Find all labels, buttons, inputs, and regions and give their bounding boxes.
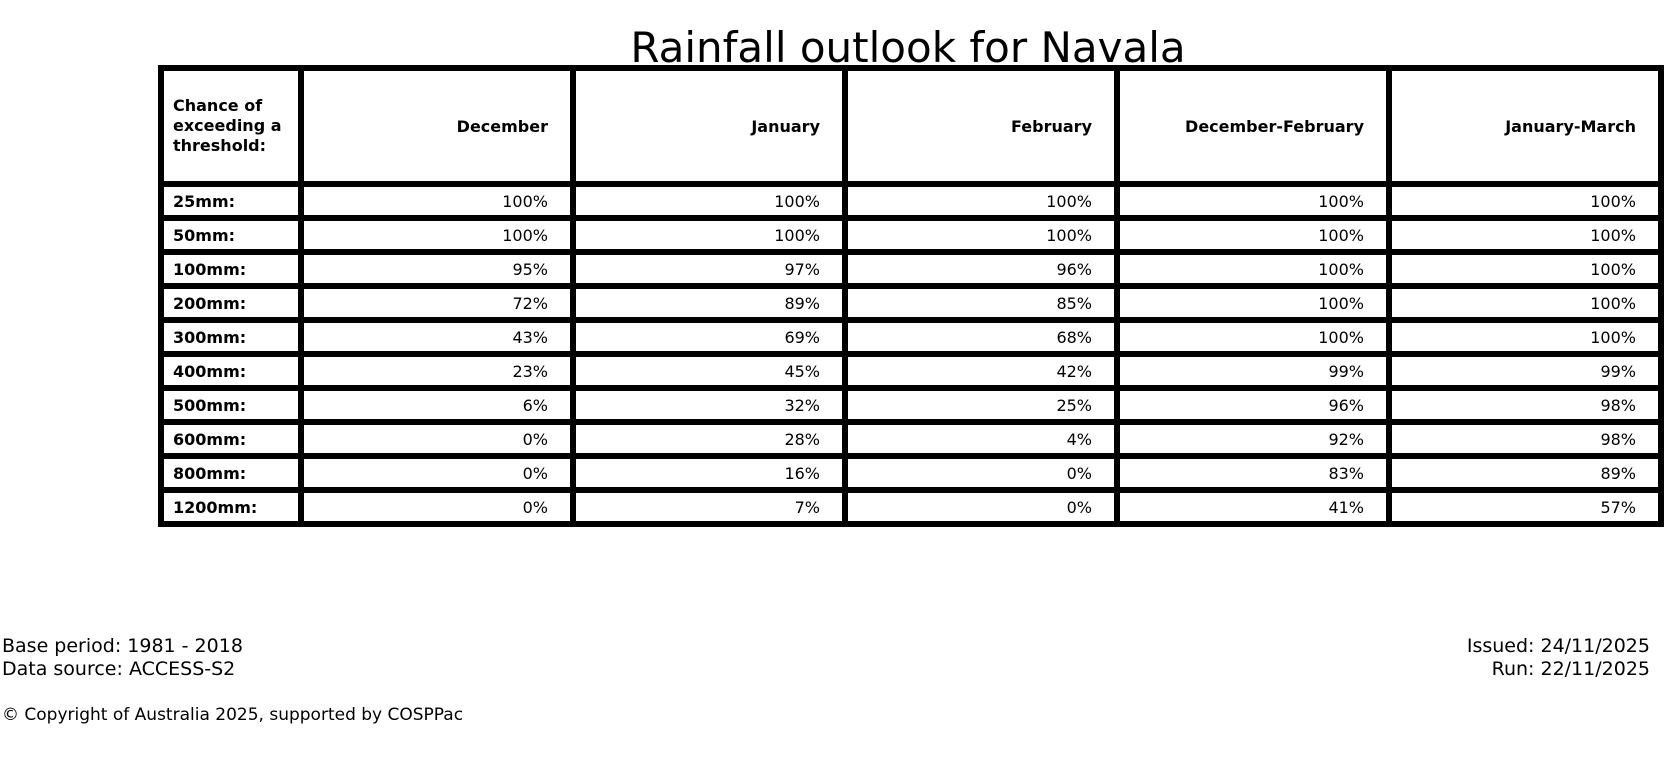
value-cell: 25% xyxy=(842,385,1120,425)
value-cell: 6% xyxy=(298,385,576,425)
value-cell: 28% xyxy=(570,419,848,459)
value-cell: 100% xyxy=(1114,283,1392,323)
table-row: 500mm: 6% 32% 25% 96% 98% xyxy=(158,385,1664,425)
row-label: 300mm: xyxy=(158,317,304,357)
value-cell: 100% xyxy=(842,181,1120,221)
value-cell: 4% xyxy=(842,419,1120,459)
value-cell: 42% xyxy=(842,351,1120,391)
value-cell: 100% xyxy=(570,181,848,221)
column-header-december: December xyxy=(298,65,576,187)
value-cell: 99% xyxy=(1386,351,1664,391)
column-header-january: January xyxy=(570,65,848,187)
value-cell: 0% xyxy=(298,487,576,527)
row-label: 25mm: xyxy=(158,181,304,221)
table-row: 600mm: 0% 28% 4% 92% 98% xyxy=(158,419,1664,459)
row-label: 800mm: xyxy=(158,453,304,493)
value-cell: 16% xyxy=(570,453,848,493)
value-cell: 0% xyxy=(842,487,1120,527)
value-cell: 43% xyxy=(298,317,576,357)
column-header-january-march: January-March xyxy=(1386,65,1664,187)
value-cell: 23% xyxy=(298,351,576,391)
table-row: 200mm: 72% 89% 85% 100% 100% xyxy=(158,283,1664,323)
copyright-text: © Copyright of Australia 2025, supported… xyxy=(2,705,464,725)
column-header-december-february: December-February xyxy=(1114,65,1392,187)
value-cell: 100% xyxy=(1114,215,1392,255)
value-cell: 100% xyxy=(1114,317,1392,357)
table-row: 300mm: 43% 69% 68% 100% 100% xyxy=(158,317,1664,357)
value-cell: 100% xyxy=(298,181,576,221)
value-cell: 68% xyxy=(842,317,1120,357)
value-cell: 95% xyxy=(298,249,576,289)
page-title: Rainfall outlook for Navala xyxy=(630,23,1186,73)
value-cell: 100% xyxy=(1386,215,1664,255)
rainfall-outlook-table: Chance of exceeding a threshold: Decembe… xyxy=(158,65,1664,527)
value-cell: 57% xyxy=(1386,487,1664,527)
value-cell: 72% xyxy=(298,283,576,323)
value-cell: 7% xyxy=(570,487,848,527)
table-header-row: Chance of exceeding a threshold: Decembe… xyxy=(158,65,1664,187)
value-cell: 89% xyxy=(570,283,848,323)
value-cell: 98% xyxy=(1386,385,1664,425)
corner-header: Chance of exceeding a threshold: xyxy=(158,65,304,187)
value-cell: 97% xyxy=(570,249,848,289)
value-cell: 85% xyxy=(842,283,1120,323)
table-row: 400mm: 23% 45% 42% 99% 99% xyxy=(158,351,1664,391)
value-cell: 41% xyxy=(1114,487,1392,527)
row-label: 50mm: xyxy=(158,215,304,255)
value-cell: 98% xyxy=(1386,419,1664,459)
value-cell: 92% xyxy=(1114,419,1392,459)
value-cell: 100% xyxy=(1114,249,1392,289)
table-row: 100mm: 95% 97% 96% 100% 100% xyxy=(158,249,1664,289)
value-cell: 99% xyxy=(1114,351,1392,391)
value-cell: 45% xyxy=(570,351,848,391)
footer-left-block: Base period: 1981 - 2018 Data source: AC… xyxy=(2,635,243,681)
value-cell: 89% xyxy=(1386,453,1664,493)
value-cell: 96% xyxy=(842,249,1120,289)
value-cell: 0% xyxy=(298,419,576,459)
value-cell: 0% xyxy=(842,453,1120,493)
value-cell: 100% xyxy=(1114,181,1392,221)
value-cell: 100% xyxy=(1386,181,1664,221)
row-label: 100mm: xyxy=(158,249,304,289)
value-cell: 100% xyxy=(1386,317,1664,357)
value-cell: 32% xyxy=(570,385,848,425)
row-label: 600mm: xyxy=(158,419,304,459)
run-date-text: Run: 22/11/2025 xyxy=(1491,658,1650,680)
row-label: 500mm: xyxy=(158,385,304,425)
value-cell: 83% xyxy=(1114,453,1392,493)
issued-date-text: Issued: 24/11/2025 xyxy=(1466,635,1650,657)
table-row: 50mm: 100% 100% 100% 100% 100% xyxy=(158,215,1664,255)
base-period-text: Base period: 1981 - 2018 xyxy=(2,635,243,657)
value-cell: 69% xyxy=(570,317,848,357)
value-cell: 100% xyxy=(570,215,848,255)
table-row: 1200mm: 0% 7% 0% 41% 57% xyxy=(158,487,1664,527)
value-cell: 0% xyxy=(298,453,576,493)
row-label: 200mm: xyxy=(158,283,304,323)
row-label: 1200mm: xyxy=(158,487,304,527)
value-cell: 100% xyxy=(1386,283,1664,323)
table-row: 800mm: 0% 16% 0% 83% 89% xyxy=(158,453,1664,493)
value-cell: 96% xyxy=(1114,385,1392,425)
value-cell: 100% xyxy=(1386,249,1664,289)
column-header-february: February xyxy=(842,65,1120,187)
footer-right-block: Issued: 24/11/2025 Run: 22/11/2025 xyxy=(1467,635,1650,681)
value-cell: 100% xyxy=(298,215,576,255)
row-label: 400mm: xyxy=(158,351,304,391)
value-cell: 100% xyxy=(842,215,1120,255)
table-row: 25mm: 100% 100% 100% 100% 100% xyxy=(158,181,1664,221)
data-source-text: Data source: ACCESS-S2 xyxy=(2,658,236,680)
